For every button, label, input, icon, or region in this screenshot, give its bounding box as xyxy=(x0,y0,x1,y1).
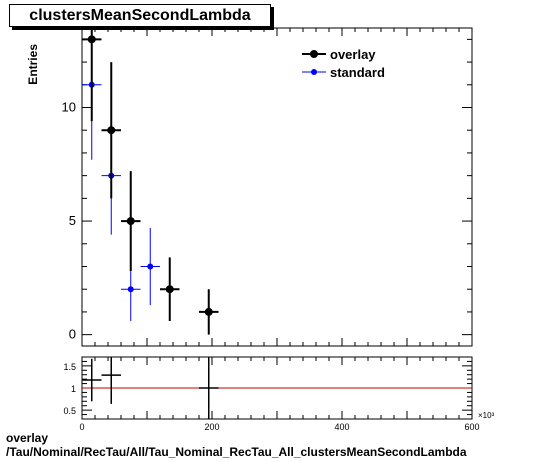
legend: overlay standard xyxy=(302,47,385,80)
legend-label: overlay xyxy=(330,47,376,62)
y-tick-label: 10 xyxy=(62,100,76,115)
y-tick-label: 1 xyxy=(71,384,76,394)
x-tick-label: 200 xyxy=(204,422,219,432)
legend-marker xyxy=(310,50,318,58)
y-tick-label: 1.5 xyxy=(63,362,76,372)
y-tick-label: 0.5 xyxy=(63,406,76,416)
data-point xyxy=(127,286,134,293)
y-tick-label: 0 xyxy=(69,327,76,342)
ratio-plot-panel: 0 200 400 600 0.5 1 1.5 ×10³ xyxy=(63,356,495,432)
data-point xyxy=(126,217,135,226)
footer-path: /Tau/Nominal/RecTau/All/Tau_Nominal_RecT… xyxy=(6,445,467,459)
main-plot-panel: 0 5 10 Entries overlay standard xyxy=(26,27,473,347)
data-point xyxy=(204,307,213,316)
x-tick-label: 400 xyxy=(334,422,349,432)
main-plot-frame xyxy=(81,27,473,347)
y-axis-label: Entries xyxy=(26,44,40,85)
data-point xyxy=(165,285,174,294)
data-point xyxy=(107,126,116,135)
legend-label: standard xyxy=(330,65,385,80)
x-exponent-label: ×10³ xyxy=(478,411,495,420)
y-tick-label: 5 xyxy=(69,213,76,228)
x-tick-label: 0 xyxy=(79,422,84,432)
footer-label: overlay xyxy=(6,431,49,445)
chart-title: clustersMeanSecondLambda xyxy=(9,4,271,27)
legend-marker xyxy=(311,69,317,75)
data-point xyxy=(87,35,96,44)
data-point xyxy=(147,263,154,270)
x-tick-label: 600 xyxy=(464,422,479,432)
